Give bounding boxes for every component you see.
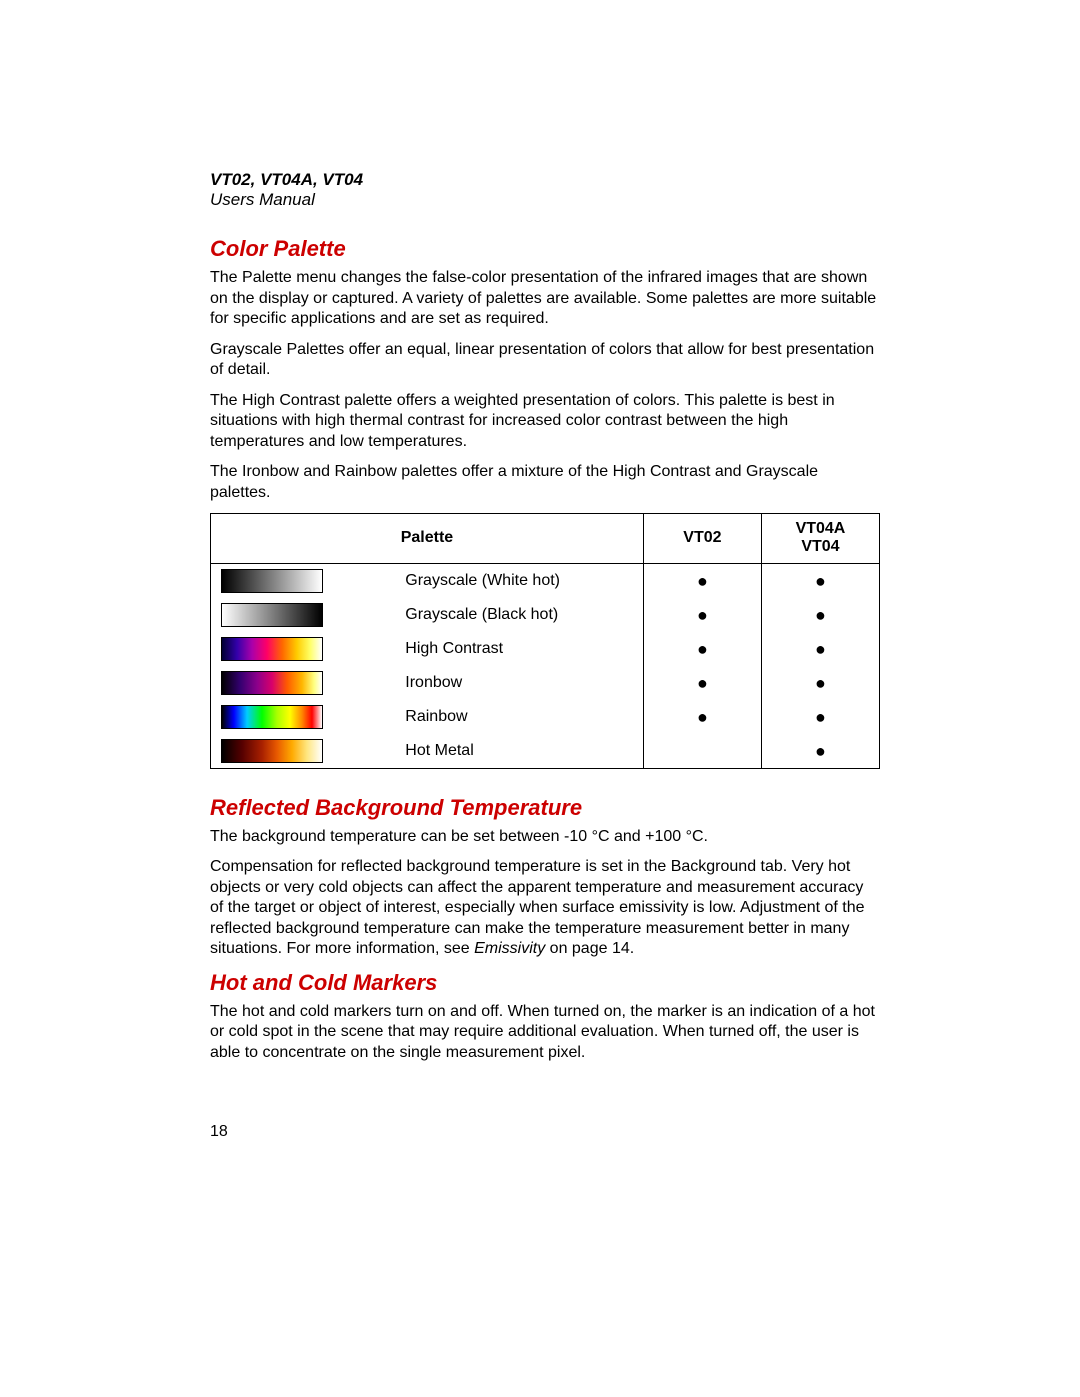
th-vt04-label: VT04 xyxy=(772,538,869,556)
palette-swatch xyxy=(221,569,323,593)
cell-vt02 xyxy=(643,734,761,769)
table-row: Grayscale (White hot) ● ● xyxy=(211,563,880,598)
palette-swatch xyxy=(221,739,323,763)
th-vt04: VT04A VT04 xyxy=(761,514,879,564)
product-heading: VT02, VT04A, VT04 xyxy=(210,170,880,190)
th-palette: Palette xyxy=(211,514,644,564)
doc-type: Users Manual xyxy=(210,190,880,210)
table-row: High Contrast ● ● xyxy=(211,632,880,666)
cell-vt02: ● xyxy=(643,666,761,700)
th-vt02: VT02 xyxy=(643,514,761,564)
palette-table: Palette VT02 VT04A VT04 Grayscale (White… xyxy=(210,513,880,769)
color-palette-p1: The Palette menu changes the false-color… xyxy=(210,268,880,329)
palette-swatch xyxy=(221,603,323,627)
color-palette-p4: The Ironbow and Rainbow palettes offer a… xyxy=(210,462,880,503)
reflected-p1: The background temperature can be set be… xyxy=(210,827,880,847)
palette-label: Grayscale (Black hot) xyxy=(395,598,643,632)
reflected-p2-em: Emissivity xyxy=(474,940,545,957)
cell-vt04: ● xyxy=(761,598,879,632)
cell-vt04: ● xyxy=(761,632,879,666)
palette-swatch xyxy=(221,671,323,695)
palette-table-body: Grayscale (White hot) ● ● Grayscale (Bla… xyxy=(211,563,880,768)
table-row: Ironbow ● ● xyxy=(211,666,880,700)
cell-vt04: ● xyxy=(761,700,879,734)
reflected-p2: Compensation for reflected background te… xyxy=(210,857,880,959)
cell-vt02: ● xyxy=(643,563,761,598)
palette-label: Grayscale (White hot) xyxy=(395,563,643,598)
palette-label: Hot Metal xyxy=(395,734,643,769)
cell-vt04: ● xyxy=(761,734,879,769)
color-palette-p3: The High Contrast palette offers a weigh… xyxy=(210,391,880,452)
document-page: VT02, VT04A, VT04 Users Manual Color Pal… xyxy=(0,0,1080,1201)
cell-vt04: ● xyxy=(761,563,879,598)
table-row: Hot Metal ● xyxy=(211,734,880,769)
cell-vt02: ● xyxy=(643,632,761,666)
cell-vt02: ● xyxy=(643,598,761,632)
palette-label: High Contrast xyxy=(395,632,643,666)
palette-label: Rainbow xyxy=(395,700,643,734)
reflected-p2-post: on page 14. xyxy=(545,940,634,957)
palette-swatch xyxy=(221,637,323,661)
color-palette-p2: Grayscale Palettes offer an equal, linea… xyxy=(210,340,880,381)
palette-label: Ironbow xyxy=(395,666,643,700)
section-color-palette-title: Color Palette xyxy=(210,236,880,262)
markers-p1: The hot and cold markers turn on and off… xyxy=(210,1002,880,1063)
section-markers-title: Hot and Cold Markers xyxy=(210,970,880,996)
th-vt04a-label: VT04A xyxy=(772,520,869,538)
table-row: Rainbow ● ● xyxy=(211,700,880,734)
cell-vt04: ● xyxy=(761,666,879,700)
cell-vt02: ● xyxy=(643,700,761,734)
page-number: 18 xyxy=(210,1123,880,1141)
table-row: Grayscale (Black hot) ● ● xyxy=(211,598,880,632)
section-reflected-title: Reflected Background Temperature xyxy=(210,795,880,821)
palette-swatch xyxy=(221,705,323,729)
